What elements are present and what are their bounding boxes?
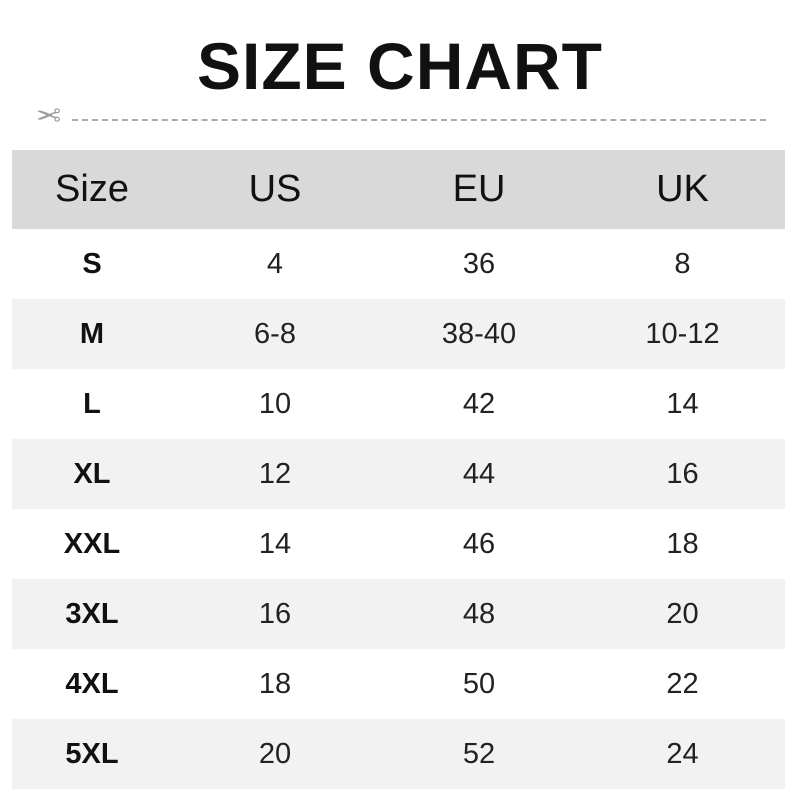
- size-value: 38-40: [378, 299, 580, 369]
- size-label: 3XL: [12, 579, 172, 649]
- size-value: 10-12: [580, 299, 785, 369]
- table-row: S 4 36 8: [12, 229, 785, 299]
- column-header: Size: [12, 150, 172, 229]
- column-header: EU: [378, 150, 580, 229]
- size-value: 44: [378, 439, 580, 509]
- page-title: SIZE CHART: [197, 29, 603, 103]
- size-label: 5XL: [12, 719, 172, 789]
- size-value: 36: [462, 247, 496, 280]
- size-label: 4XL: [65, 667, 119, 700]
- size-value: 24: [580, 719, 785, 789]
- size-value: 22: [666, 667, 699, 700]
- column-header: US: [172, 150, 378, 229]
- size-label: XXL: [63, 527, 121, 560]
- size-label: XL: [12, 439, 172, 509]
- table-row: XL 12 44 16: [12, 439, 785, 509]
- size-value: 14: [666, 387, 699, 420]
- dashed-divider: [72, 119, 766, 121]
- table-row: 5XL 20 52 24: [12, 719, 785, 789]
- table-row: 3XL 16 48 20: [12, 579, 785, 649]
- table-row: L 10 42 14: [12, 369, 785, 439]
- size-value: 14: [258, 527, 292, 560]
- size-value: 42: [462, 387, 496, 420]
- size-value: 18: [666, 527, 699, 560]
- table-row: 4XL 18 50 22: [12, 649, 785, 719]
- size-value: 46: [462, 527, 496, 560]
- size-label: S: [82, 247, 102, 280]
- size-value: 20: [580, 579, 785, 649]
- size-value: 6-8: [172, 299, 378, 369]
- size-value: 10: [258, 387, 292, 420]
- size-label: L: [83, 387, 101, 420]
- size-value: 12: [172, 439, 378, 509]
- size-value: 16: [580, 439, 785, 509]
- scissors-icon: ✂: [36, 100, 62, 133]
- column-header: UK: [580, 150, 785, 229]
- size-value: 50: [462, 667, 496, 700]
- size-value: 4: [266, 247, 284, 280]
- table-row: M 6-8 38-40 10-12: [12, 299, 785, 369]
- size-value: 16: [172, 579, 378, 649]
- size-value: 20: [172, 719, 378, 789]
- header-row: Size US EU UK: [12, 150, 785, 229]
- size-value: 18: [258, 667, 292, 700]
- size-value: 52: [378, 719, 580, 789]
- size-table: Size US EU UK S 4 36 8 M 6-8 38-40 10-12 L 10 42 14 XL 1…: [12, 150, 785, 789]
- cut-line: ✂: [36, 100, 766, 133]
- size-label: M: [12, 299, 172, 369]
- size-value: 8: [674, 247, 691, 280]
- table-row: XXL 14 46 18: [12, 509, 785, 579]
- size-value: 48: [378, 579, 580, 649]
